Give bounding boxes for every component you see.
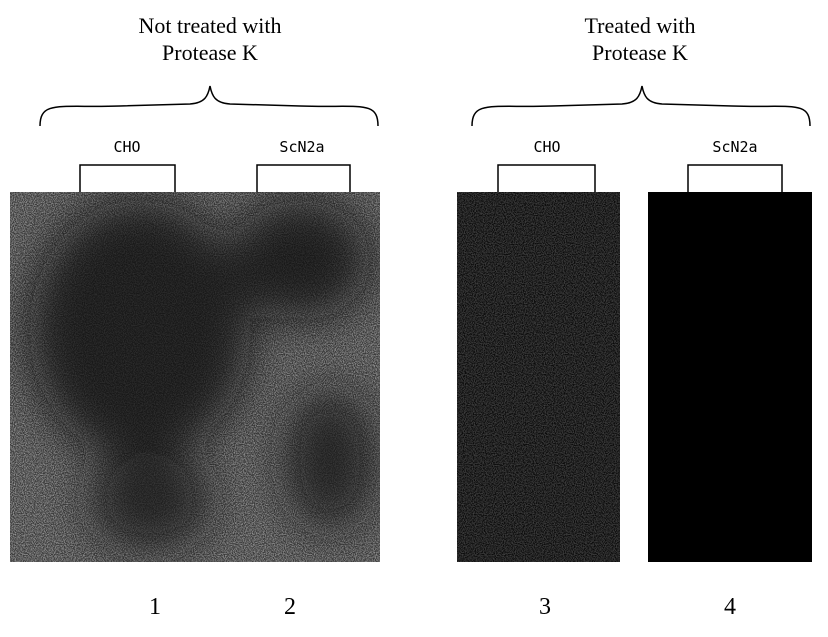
gel-panel (457, 192, 620, 562)
lane-label: CHO (533, 138, 560, 156)
lane-bracket (497, 164, 596, 192)
lane-bracket (79, 164, 176, 192)
lane-number: 3 (539, 594, 551, 620)
lane-bracket (256, 164, 351, 192)
brace (39, 85, 379, 127)
group-title: Not treated with (139, 13, 282, 38)
brace (471, 85, 811, 127)
lane-label: ScN2a (712, 138, 757, 156)
lane-number: 1 (149, 594, 161, 620)
lane-bracket (687, 164, 783, 192)
lane-label: CHO (113, 138, 140, 156)
group-title: Treated with (584, 13, 695, 38)
gel-panel (648, 192, 812, 562)
lane-number: 2 (284, 594, 296, 620)
gel-panel (10, 192, 380, 562)
lane-label: ScN2a (279, 138, 324, 156)
group-title: Protease K (592, 40, 688, 65)
group-title: Protease K (162, 40, 258, 65)
lane-number: 4 (724, 594, 736, 620)
